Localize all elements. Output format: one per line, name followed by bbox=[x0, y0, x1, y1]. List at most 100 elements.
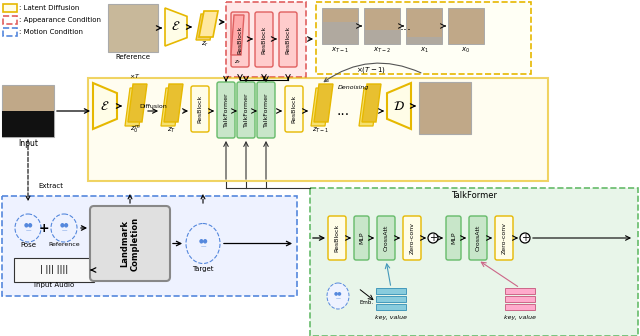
FancyBboxPatch shape bbox=[217, 82, 235, 138]
FancyBboxPatch shape bbox=[191, 86, 209, 132]
Polygon shape bbox=[128, 84, 147, 122]
Text: Reference: Reference bbox=[115, 54, 150, 60]
Ellipse shape bbox=[327, 283, 349, 309]
Text: Input: Input bbox=[18, 138, 38, 148]
Text: key, value: key, value bbox=[375, 316, 407, 321]
FancyBboxPatch shape bbox=[328, 216, 346, 260]
Polygon shape bbox=[231, 15, 244, 55]
Text: Pose: Pose bbox=[20, 242, 36, 248]
Text: key, value: key, value bbox=[504, 316, 536, 321]
Text: ResBlock: ResBlock bbox=[237, 26, 243, 54]
Text: Landmark
Completion: Landmark Completion bbox=[120, 216, 140, 270]
FancyBboxPatch shape bbox=[231, 12, 249, 67]
Text: TalkFormer: TalkFormer bbox=[451, 191, 497, 200]
FancyBboxPatch shape bbox=[354, 216, 369, 260]
Text: $x_1$: $x_1$ bbox=[420, 45, 428, 55]
Bar bbox=[364, 8, 400, 44]
Text: ResBlock: ResBlock bbox=[262, 26, 266, 54]
FancyBboxPatch shape bbox=[285, 86, 303, 132]
Polygon shape bbox=[362, 84, 381, 122]
FancyBboxPatch shape bbox=[403, 216, 421, 260]
Text: ●●
—: ●● — bbox=[23, 222, 33, 234]
Polygon shape bbox=[93, 83, 117, 129]
Bar bbox=[376, 304, 406, 310]
Text: ...: ... bbox=[400, 19, 412, 33]
Text: $\mathcal{E}$: $\mathcal{E}$ bbox=[172, 20, 180, 34]
FancyBboxPatch shape bbox=[237, 82, 255, 138]
Text: ●●
—: ●● — bbox=[60, 222, 68, 234]
Text: MLP: MLP bbox=[359, 232, 364, 244]
Bar bbox=[2, 111, 54, 137]
Text: $\times T$: $\times T$ bbox=[129, 72, 141, 80]
Bar bbox=[316, 2, 531, 74]
Text: TalkFormer: TalkFormer bbox=[223, 93, 228, 127]
Bar bbox=[406, 37, 442, 44]
Text: +: + bbox=[521, 233, 529, 243]
Text: ResBlock: ResBlock bbox=[198, 95, 202, 123]
Polygon shape bbox=[199, 11, 218, 37]
Text: Emb.: Emb. bbox=[360, 299, 374, 304]
FancyBboxPatch shape bbox=[255, 12, 273, 67]
Bar bbox=[322, 8, 358, 44]
Text: $\times(T-1)$: $\times(T-1)$ bbox=[356, 65, 386, 75]
Text: ResBlock: ResBlock bbox=[335, 224, 339, 252]
Circle shape bbox=[520, 233, 530, 243]
Circle shape bbox=[428, 233, 438, 243]
FancyBboxPatch shape bbox=[446, 216, 461, 260]
FancyBboxPatch shape bbox=[495, 216, 513, 260]
Text: $z_{T-1}$: $z_{T-1}$ bbox=[312, 125, 330, 135]
Text: : Motion Condition: : Motion Condition bbox=[19, 29, 83, 35]
Text: : Latent Diffusion: : Latent Diffusion bbox=[19, 5, 79, 11]
Text: $z_0^m$: $z_0^m$ bbox=[130, 124, 140, 136]
Polygon shape bbox=[314, 84, 333, 122]
Text: Target: Target bbox=[192, 265, 214, 271]
Bar bbox=[2, 196, 297, 296]
Text: Reference: Reference bbox=[48, 243, 80, 248]
Polygon shape bbox=[196, 14, 215, 40]
FancyBboxPatch shape bbox=[469, 216, 487, 260]
Text: +: + bbox=[38, 221, 49, 235]
Text: $\mathcal{D}$: $\mathcal{D}$ bbox=[393, 99, 405, 113]
Polygon shape bbox=[311, 88, 330, 126]
Text: CrossAtt: CrossAtt bbox=[476, 225, 481, 251]
Text: : Appearance Condition: : Appearance Condition bbox=[19, 17, 101, 23]
Text: Zero-conv: Zero-conv bbox=[410, 222, 415, 254]
Bar bbox=[322, 23, 358, 44]
Text: $x_{T-1}$: $x_{T-1}$ bbox=[331, 45, 349, 55]
Text: ●●
—: ●● — bbox=[198, 238, 208, 249]
Bar bbox=[448, 8, 484, 44]
Text: TalkFormer: TalkFormer bbox=[243, 93, 248, 127]
Bar bbox=[3, 28, 17, 36]
Bar bbox=[505, 296, 535, 302]
Bar bbox=[3, 4, 17, 12]
Bar bbox=[505, 288, 535, 294]
Text: MLP: MLP bbox=[451, 232, 456, 244]
Text: $z_r$: $z_r$ bbox=[201, 39, 209, 49]
Bar bbox=[505, 304, 535, 310]
Text: Diffusion: Diffusion bbox=[139, 103, 167, 109]
Bar bbox=[364, 30, 400, 44]
Bar bbox=[419, 82, 471, 134]
Polygon shape bbox=[125, 88, 144, 126]
FancyBboxPatch shape bbox=[279, 12, 297, 67]
Text: ...: ... bbox=[337, 104, 349, 118]
Text: ResBlock: ResBlock bbox=[285, 26, 291, 54]
FancyBboxPatch shape bbox=[257, 82, 275, 138]
Text: ResBlock: ResBlock bbox=[291, 95, 296, 123]
Polygon shape bbox=[165, 8, 187, 46]
Polygon shape bbox=[161, 88, 180, 126]
Text: $x_{T-2}$: $x_{T-2}$ bbox=[373, 45, 391, 55]
FancyBboxPatch shape bbox=[90, 206, 170, 281]
Bar bbox=[108, 4, 158, 52]
Bar bbox=[14, 258, 94, 282]
Bar bbox=[376, 288, 406, 294]
Bar bbox=[226, 2, 306, 77]
Bar bbox=[406, 8, 442, 44]
Ellipse shape bbox=[186, 223, 220, 263]
Bar bbox=[376, 296, 406, 302]
Text: $z_r$: $z_r$ bbox=[234, 58, 242, 66]
Text: Denoising: Denoising bbox=[339, 85, 370, 90]
Text: $z_T$: $z_T$ bbox=[166, 125, 175, 135]
Text: CrossAtt: CrossAtt bbox=[383, 225, 388, 251]
Polygon shape bbox=[387, 83, 411, 129]
